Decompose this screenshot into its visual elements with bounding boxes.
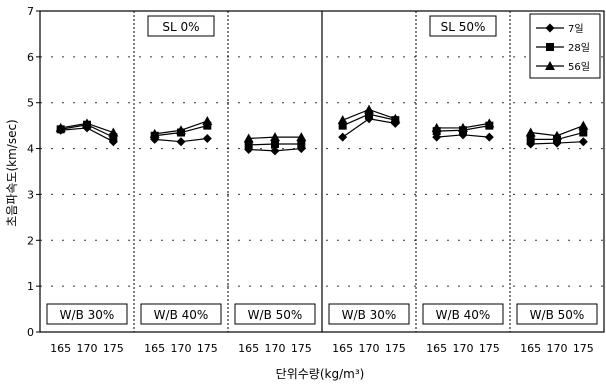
data-point-diamond	[270, 146, 280, 156]
panel-label: W/B 50%	[248, 308, 303, 322]
legend-box	[529, 13, 601, 79]
data-point-triangle	[364, 104, 374, 114]
x-tick-label: 170	[453, 342, 474, 355]
x-tick-label: 165	[332, 342, 353, 355]
y-tick-label: 3	[27, 188, 34, 201]
panel-label-box	[516, 303, 598, 325]
data-point-triangle	[243, 133, 254, 143]
y-tick-label: 4	[27, 143, 34, 156]
data-point-triangle	[337, 115, 348, 125]
data-point-triangle	[149, 128, 160, 138]
data-point-diamond	[578, 137, 588, 147]
x-tick-label: 165	[520, 342, 541, 355]
x-tick-label: 175	[385, 342, 406, 355]
x-tick-label: 175	[103, 342, 124, 355]
x-tick-label: 170	[359, 342, 380, 355]
x-tick-label: 175	[291, 342, 312, 355]
panel-label-box	[46, 303, 128, 325]
data-point-triangle	[458, 122, 468, 132]
data-point-square	[244, 140, 253, 149]
data-point-square	[271, 139, 279, 148]
legend-label: 7일	[568, 23, 584, 35]
data-point-triangle	[270, 132, 280, 142]
x-tick-label: 170	[547, 342, 568, 355]
y-axis-label: 초음파속도(km/sec)	[5, 119, 19, 226]
data-point-diamond	[545, 23, 555, 33]
x-tick-label: 170	[265, 342, 286, 355]
group-label-box	[429, 15, 497, 37]
group-label: SL 0%	[162, 20, 199, 34]
data-point-square	[338, 121, 347, 130]
panel-label-box	[140, 303, 222, 325]
data-point-square	[109, 133, 118, 142]
panel-label-box	[234, 303, 316, 325]
data-point-triangle	[202, 116, 213, 126]
x-axis-label: 단위수량(kg/m³)	[276, 367, 365, 381]
legend-label: 56일	[568, 61, 590, 73]
panel-label: W/B 30%	[342, 308, 397, 322]
data-point-square	[546, 43, 554, 51]
data-point-triangle	[484, 118, 495, 128]
data-point-square	[526, 135, 535, 144]
data-point-square	[365, 110, 373, 119]
data-point-triangle	[176, 125, 186, 135]
panel-label: W/B 30%	[60, 308, 115, 322]
data-point-triangle	[525, 127, 536, 137]
data-point-diamond	[484, 132, 494, 142]
data-point-triangle	[431, 122, 442, 132]
x-tick-label: 175	[479, 342, 500, 355]
data-point-triangle	[108, 127, 119, 137]
data-point-triangle	[55, 122, 66, 132]
x-tick-label: 175	[197, 342, 218, 355]
panel-label-box	[328, 303, 410, 325]
y-tick-label: 2	[27, 234, 34, 247]
x-tick-label: 165	[50, 342, 71, 355]
group-label-box	[147, 15, 215, 37]
data-point-square	[579, 128, 588, 137]
data-point-diamond	[176, 137, 186, 147]
data-point-triangle	[82, 118, 92, 128]
data-point-triangle	[545, 61, 555, 70]
group-label: SL 50%	[441, 20, 486, 34]
x-tick-label: 170	[171, 342, 192, 355]
panel-label: W/B 40%	[436, 308, 491, 322]
x-tick-label: 165	[238, 342, 259, 355]
data-point-triangle	[296, 132, 307, 142]
data-point-triangle	[578, 120, 589, 130]
y-tick-label: 0	[27, 326, 34, 339]
y-tick-label: 1	[27, 280, 34, 293]
y-tick-label: 5	[27, 97, 34, 110]
data-point-triangle	[390, 113, 401, 123]
panel-label: W/B 40%	[154, 308, 209, 322]
data-point-triangle	[552, 130, 562, 140]
data-point-diamond	[338, 132, 348, 142]
x-tick-label: 175	[573, 342, 594, 355]
panel-label: W/B 50%	[530, 308, 585, 322]
x-tick-label: 165	[426, 342, 447, 355]
x-tick-label: 165	[144, 342, 165, 355]
x-tick-label: 170	[77, 342, 98, 355]
panel-label-box	[422, 303, 504, 325]
legend-label: 28일	[568, 42, 590, 54]
data-point-square	[203, 121, 212, 130]
data-point-diamond	[202, 133, 212, 143]
data-point-square	[297, 139, 306, 148]
y-tick-label: 6	[27, 51, 34, 64]
y-tick-label: 7	[27, 5, 34, 18]
